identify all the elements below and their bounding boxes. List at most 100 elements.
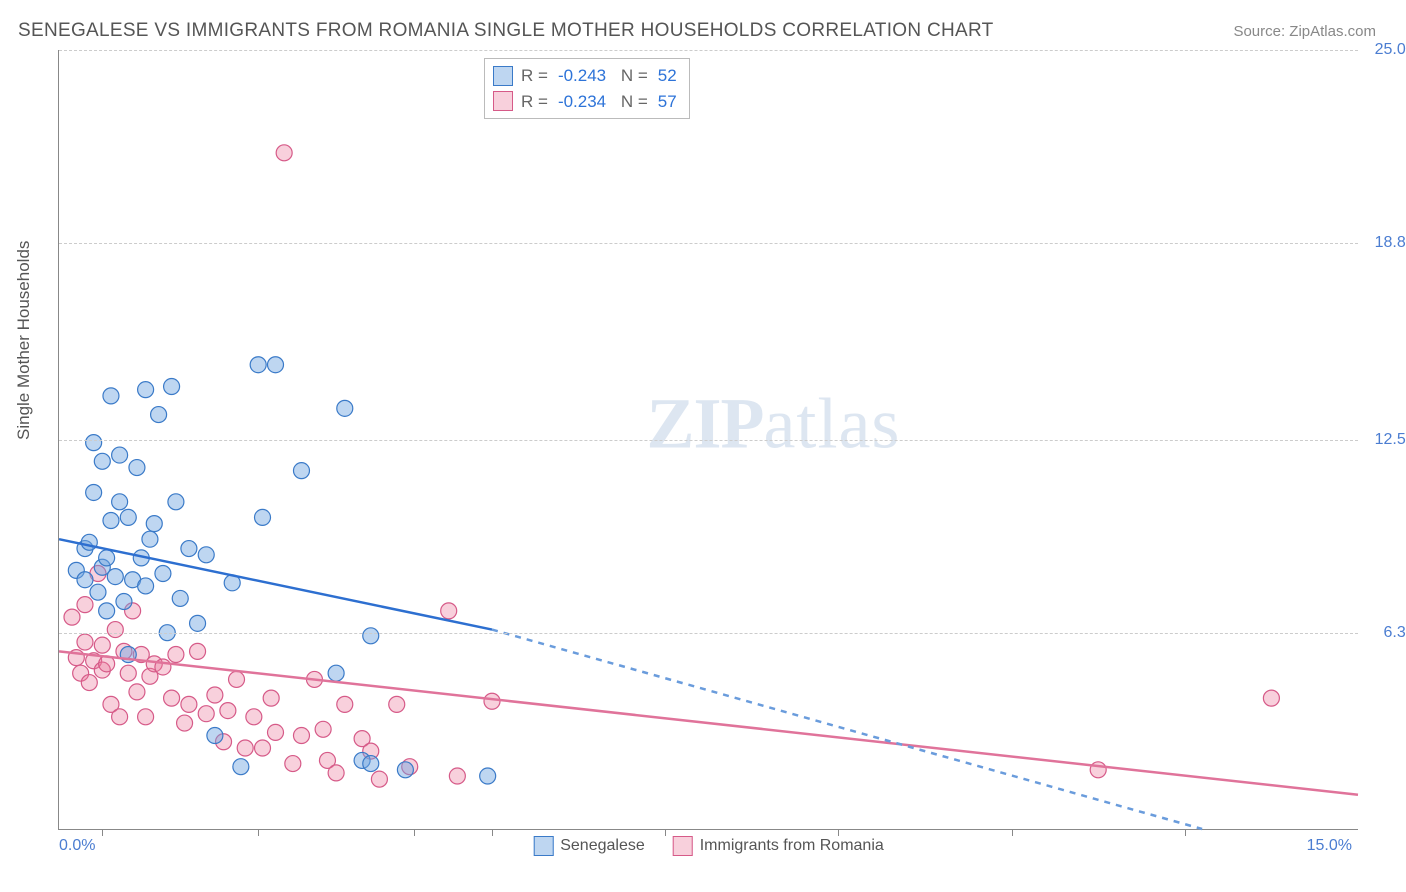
data-point — [168, 647, 184, 663]
data-point — [181, 696, 197, 712]
data-point — [337, 400, 353, 416]
data-point — [441, 603, 457, 619]
data-point — [99, 603, 115, 619]
data-point — [268, 724, 284, 740]
data-point — [120, 509, 136, 525]
x-tick — [492, 829, 493, 836]
data-point — [449, 768, 465, 784]
data-point — [94, 453, 110, 469]
trend-line — [492, 630, 1202, 829]
y-tick-label: 6.3% — [1384, 624, 1406, 642]
legend-row-romania: R =-0.234 N =57 — [493, 89, 679, 115]
data-point — [142, 531, 158, 547]
data-point — [77, 572, 93, 588]
data-point — [129, 684, 145, 700]
x-tick — [1185, 829, 1186, 836]
data-point — [250, 357, 266, 373]
legend-row-senegalese: R =-0.243 N =52 — [493, 63, 679, 89]
data-point — [112, 709, 128, 725]
data-point — [337, 696, 353, 712]
data-point — [246, 709, 262, 725]
y-axis-label: Single Mother Households — [14, 241, 34, 440]
series-legend: Senegalese Immigrants from Romania — [533, 836, 884, 856]
data-point — [155, 565, 171, 581]
x-tick — [1012, 829, 1013, 836]
swatch-romania — [493, 91, 513, 111]
trend-line — [59, 539, 492, 629]
data-point — [371, 771, 387, 787]
data-point — [103, 513, 119, 529]
correlation-legend: R =-0.243 N =52 R =-0.234 N =57 — [484, 58, 690, 119]
x-axis-min: 0.0% — [59, 837, 95, 855]
x-tick — [414, 829, 415, 836]
x-tick — [102, 829, 103, 836]
data-point — [112, 447, 128, 463]
data-point — [190, 615, 206, 631]
data-point — [138, 382, 154, 398]
chart-container: Single Mother Households ZIPatlas R =-0.… — [18, 50, 1388, 830]
data-point — [164, 379, 180, 395]
data-point — [103, 388, 119, 404]
data-point — [315, 721, 331, 737]
data-point — [237, 740, 253, 756]
data-point — [168, 494, 184, 510]
data-point — [94, 637, 110, 653]
x-tick — [258, 829, 259, 836]
data-point — [120, 665, 136, 681]
data-point — [198, 706, 214, 722]
data-point — [480, 768, 496, 784]
data-point — [77, 634, 93, 650]
data-point — [233, 759, 249, 775]
data-point — [116, 594, 132, 610]
gridline — [59, 243, 1358, 244]
legend-item-senegalese: Senegalese — [533, 836, 645, 856]
swatch-romania-bottom — [673, 836, 693, 856]
source-label: Source: ZipAtlas.com — [1233, 23, 1376, 40]
data-point — [229, 671, 245, 687]
data-point — [99, 550, 115, 566]
data-point — [107, 622, 123, 638]
data-point — [90, 584, 106, 600]
data-point — [177, 715, 193, 731]
data-point — [181, 541, 197, 557]
data-point — [255, 740, 271, 756]
data-point — [207, 728, 223, 744]
data-point — [220, 703, 236, 719]
legend-item-romania: Immigrants from Romania — [673, 836, 884, 856]
data-point — [263, 690, 279, 706]
data-point — [146, 516, 162, 532]
data-point — [164, 690, 180, 706]
data-point — [151, 407, 167, 423]
data-point — [138, 709, 154, 725]
data-point — [77, 597, 93, 613]
data-point — [484, 693, 500, 709]
data-point — [86, 435, 102, 451]
x-tick — [665, 829, 666, 836]
data-point — [207, 687, 223, 703]
data-point — [86, 484, 102, 500]
swatch-senegalese — [493, 66, 513, 86]
gridline — [59, 440, 1358, 441]
gridline — [59, 633, 1358, 634]
data-point — [138, 578, 154, 594]
data-point — [64, 609, 80, 625]
data-point — [363, 756, 379, 772]
y-tick-label: 12.5% — [1375, 431, 1406, 449]
data-point — [172, 590, 188, 606]
data-point — [293, 728, 309, 744]
data-point — [293, 463, 309, 479]
data-point — [328, 665, 344, 681]
x-tick — [838, 829, 839, 836]
data-point — [276, 145, 292, 161]
y-tick-label: 18.8% — [1375, 234, 1406, 252]
data-point — [198, 547, 214, 563]
data-point — [363, 628, 379, 644]
gridline — [59, 50, 1358, 51]
data-point — [81, 675, 97, 691]
y-tick-label: 25.0% — [1375, 41, 1406, 59]
data-point — [328, 765, 344, 781]
data-point — [190, 643, 206, 659]
chart-title: SENEGALESE VS IMMIGRANTS FROM ROMANIA SI… — [18, 20, 994, 42]
data-point — [268, 357, 284, 373]
plot-area: ZIPatlas R =-0.243 N =52 R =-0.234 N =57… — [58, 50, 1358, 830]
